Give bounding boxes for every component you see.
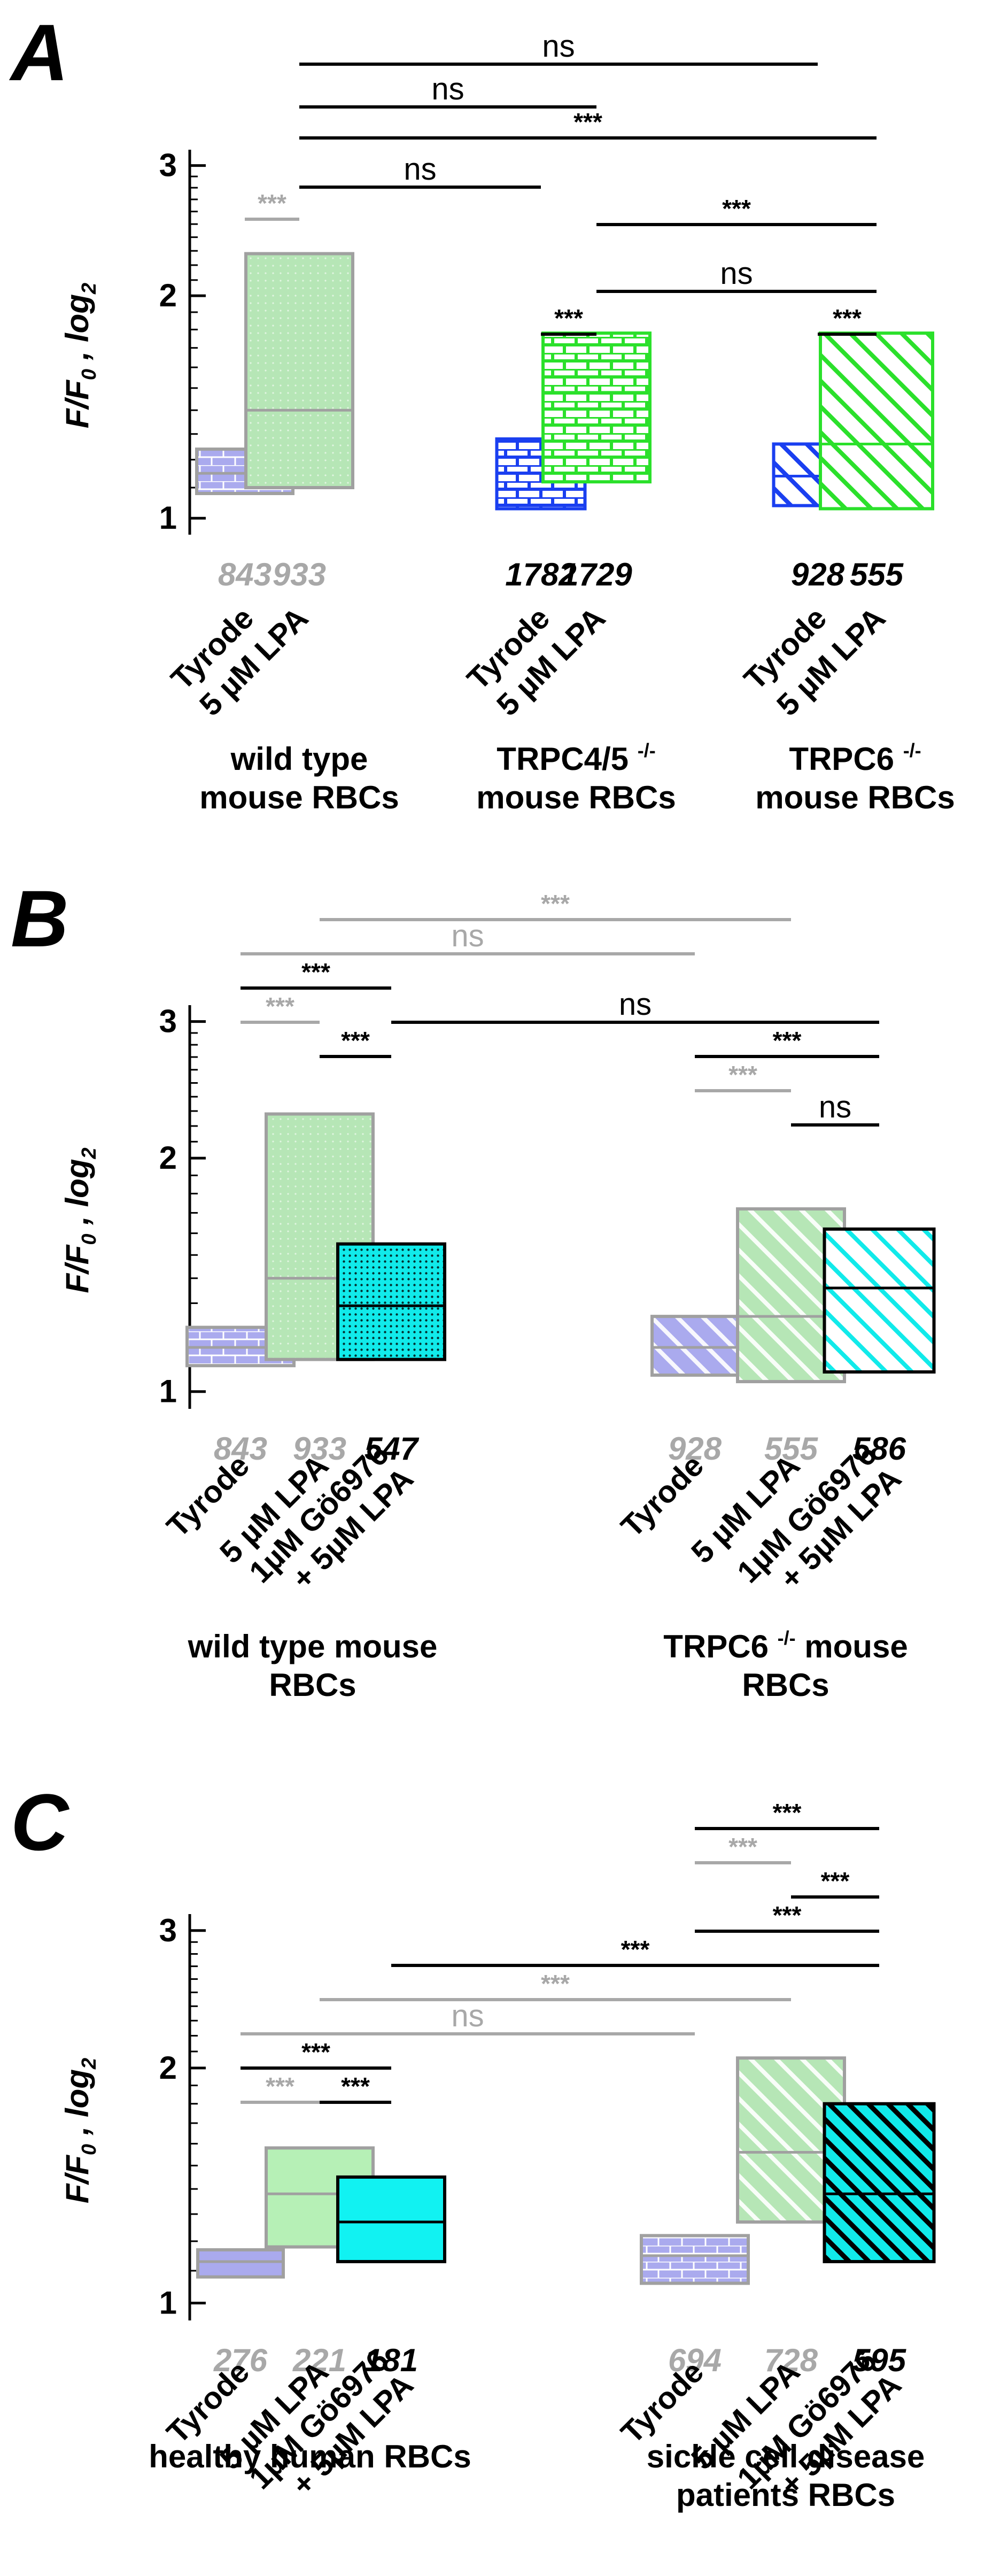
- box: [819, 331, 934, 511]
- panel-letter: B: [11, 874, 68, 963]
- group-label: TRPC6 -/- mouse: [663, 1627, 908, 1664]
- svg-text:F/F0 , log2: F/F0 , log2: [59, 283, 100, 428]
- box: [244, 252, 354, 489]
- significance-label: ***: [266, 2072, 294, 2100]
- n-label: 181: [365, 2342, 418, 2378]
- significance-label: ***: [266, 992, 294, 1020]
- group-label: mouse RBCs: [755, 780, 955, 815]
- box: [823, 2102, 936, 2263]
- significance-label: ***: [258, 189, 286, 217]
- panel-letter: A: [9, 7, 68, 97]
- y-tick-label: 3: [159, 148, 177, 183]
- significance-label: ***: [301, 2038, 330, 2066]
- significance-label: ***: [621, 1935, 650, 1963]
- significance-label: ns: [404, 152, 436, 187]
- n-label: 933: [273, 557, 326, 592]
- significance-label: ***: [722, 195, 751, 222]
- significance-label: ***: [341, 1027, 370, 1054]
- y-tick-label: 1: [159, 1374, 177, 1409]
- y-tick-label: 3: [159, 1912, 177, 1948]
- n-label: 586: [852, 1431, 906, 1467]
- box: [336, 1242, 446, 1361]
- box: [640, 2234, 750, 2285]
- y-tick-label: 2: [159, 277, 177, 313]
- group-label: mouse RBCs: [199, 780, 399, 815]
- n-label: 547: [365, 1431, 420, 1467]
- y-tick-label: 2: [159, 1140, 177, 1176]
- significance-label: ***: [833, 304, 862, 332]
- box: [823, 1227, 936, 1374]
- significance-label: ns: [720, 256, 753, 291]
- group-label: patients RBCs: [676, 2477, 895, 2513]
- group-label: RBCs: [269, 1667, 356, 1703]
- y-axis-label: F/F0 , log2: [59, 2058, 100, 2203]
- box: [196, 2248, 285, 2279]
- group-label: healthy human RBCs: [149, 2439, 471, 2474]
- n-label: 843: [214, 1431, 267, 1467]
- y-axis-label: F/F0 , log2: [59, 1147, 100, 1293]
- significance-label: ns: [451, 919, 484, 953]
- n-label: 276: [213, 2342, 268, 2378]
- y-tick-label: 1: [159, 500, 177, 536]
- n-label: 933: [293, 1431, 346, 1467]
- group-label: wild type mouse: [188, 1629, 438, 1664]
- n-label: 221: [292, 2342, 346, 2378]
- significance-label: ns: [542, 29, 575, 64]
- n-label: 555: [764, 1431, 819, 1467]
- svg-text:Tyrode: Tyrode: [615, 1448, 711, 1544]
- box: [650, 1315, 739, 1377]
- group-label: TRPC6 -/-: [789, 739, 921, 777]
- panel-letter: C: [11, 1777, 70, 1867]
- significance-label: ***: [554, 304, 583, 332]
- n-label: 928: [791, 557, 845, 592]
- significance-label: ***: [728, 1061, 757, 1089]
- n-label: 928: [668, 1431, 722, 1467]
- n-label: 694: [668, 2342, 722, 2378]
- group-label: wild type: [230, 741, 368, 777]
- significance-label: ns: [619, 987, 652, 1022]
- category-label: Tyrode: [615, 1448, 711, 1544]
- category-label: 1µM Gö6976+ 5µM LPA: [731, 1437, 908, 1596]
- significance-label: ***: [728, 1833, 757, 1861]
- y-axis-label: F/F0 , log2: [59, 283, 100, 428]
- box: [336, 2175, 446, 2263]
- group-label: mouse RBCs: [476, 780, 676, 815]
- significance-label: ***: [301, 958, 330, 986]
- n-label: 595: [852, 2342, 907, 2378]
- svg-text:F/F0 , log2: F/F0 , log2: [59, 2058, 100, 2203]
- group-label: TRPC4/5 -/-: [497, 739, 655, 777]
- n-label: 843: [218, 557, 272, 592]
- n-label: 728: [764, 2342, 818, 2378]
- significance-label: ns: [431, 72, 464, 106]
- group-label: sickle cell disease: [647, 2439, 925, 2474]
- significance-label: ***: [821, 1867, 850, 1895]
- significance-label: ns: [819, 1090, 851, 1124]
- n-label: 1782: [505, 557, 576, 592]
- svg-text:Tyrode: Tyrode: [615, 2354, 711, 2450]
- significance-label: ***: [773, 1799, 802, 1826]
- significance-label: ***: [541, 890, 570, 917]
- significance-label: ***: [773, 1901, 802, 1929]
- n-label: 1729: [561, 557, 632, 592]
- significance-label: ***: [541, 1970, 570, 1997]
- y-tick-label: 2: [159, 2050, 177, 2086]
- box: [541, 331, 652, 484]
- significance-label: ***: [573, 108, 602, 136]
- significance-label: ***: [773, 1027, 802, 1054]
- significance-label: ***: [341, 2072, 370, 2100]
- significance-label: ns: [451, 1999, 484, 2033]
- y-tick-label: 1: [159, 2285, 177, 2320]
- y-tick-label: 3: [159, 1004, 177, 1039]
- category-label: Tyrode: [615, 2354, 711, 2450]
- svg-text:F/F0 , log2: F/F0 , log2: [59, 1147, 100, 1293]
- group-label: RBCs: [742, 1667, 829, 1703]
- n-label: 555: [850, 557, 904, 592]
